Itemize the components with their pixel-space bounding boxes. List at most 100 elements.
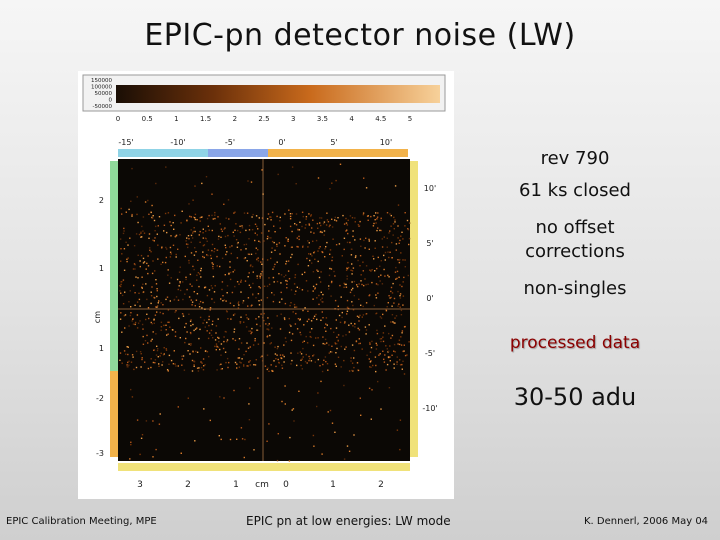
noise-pixel	[172, 244, 175, 246]
noise-pixel	[212, 218, 214, 220]
noise-pixel	[160, 352, 162, 355]
noise-pixel	[373, 222, 375, 225]
noise-pixel	[266, 259, 269, 261]
noise-pixel	[186, 219, 188, 221]
noise-pixel	[155, 333, 157, 335]
noise-pixel	[315, 283, 318, 286]
noise-pixel	[245, 350, 247, 353]
noise-pixel	[259, 287, 261, 289]
noise-pixel	[296, 328, 299, 330]
noise-pixel	[351, 248, 353, 250]
noise-pixel	[134, 323, 136, 326]
noise-pixel	[316, 297, 318, 299]
noise-pixel	[257, 329, 259, 331]
noise-pixel	[391, 314, 394, 316]
noise-pixel	[202, 322, 204, 324]
noise-pixel	[229, 278, 232, 281]
noise-pixel	[125, 211, 127, 213]
noise-pixel	[258, 217, 260, 219]
noise-pixel	[120, 292, 122, 294]
noise-pixel	[142, 283, 144, 285]
noise-pixel	[123, 227, 125, 230]
noise-pixel	[141, 276, 143, 278]
noise-pixel	[260, 274, 263, 277]
noise-pixel	[329, 188, 331, 190]
noise-pixel	[259, 277, 261, 279]
right-axis-tick-label: -10'	[422, 404, 437, 413]
noise-pixel	[172, 222, 174, 224]
noise-pixel	[189, 353, 191, 355]
noise-pixel	[329, 224, 331, 226]
noise-pixels	[118, 159, 411, 462]
noise-pixel	[219, 364, 221, 366]
ccd-bar-left-2	[110, 371, 118, 457]
noise-pixel	[395, 243, 398, 245]
noise-pixel	[175, 253, 177, 256]
noise-pixel	[294, 306, 296, 308]
noise-pixel	[233, 305, 235, 307]
noise-pixel	[257, 260, 260, 262]
noise-pixel	[285, 341, 287, 343]
noise-pixel	[140, 353, 142, 355]
noise-pixel	[204, 326, 206, 328]
noise-pixel	[324, 256, 326, 258]
noise-pixel	[156, 345, 158, 347]
noise-pixel	[150, 251, 152, 253]
noise-pixel	[385, 369, 387, 371]
noise-pixel	[284, 318, 286, 321]
noise-pixel	[174, 331, 177, 333]
noise-pixel	[279, 227, 281, 229]
noise-pixel	[251, 327, 253, 330]
noise-pixel	[362, 314, 365, 316]
noise-pixel	[236, 257, 239, 259]
noise-pixel	[340, 366, 342, 368]
noise-pixel	[294, 274, 297, 276]
noise-pixel	[141, 225, 143, 228]
noise-pixel	[326, 212, 328, 214]
noise-pixel	[196, 279, 198, 281]
noise-pixel	[396, 270, 399, 273]
noise-pixel	[346, 241, 349, 244]
noise-pixel	[297, 229, 299, 231]
noise-pixel	[392, 234, 394, 236]
noise-pixel	[346, 229, 348, 231]
noise-pixel	[133, 263, 136, 265]
noise-pixel	[408, 243, 410, 246]
top-axis-tick-label: 0'	[278, 138, 285, 147]
noise-pixel	[358, 283, 360, 285]
noise-pixel	[288, 331, 291, 334]
noise-pixel	[215, 343, 218, 345]
noise-pixel	[346, 299, 349, 302]
noise-pixel	[157, 258, 159, 260]
noise-pixel	[175, 235, 177, 237]
noise-pixel	[230, 252, 232, 255]
noise-pixel	[383, 236, 385, 238]
noise-pixel	[151, 323, 153, 325]
noise-pixel	[347, 261, 349, 264]
noise-pixel	[398, 343, 401, 346]
noise-pixel	[212, 265, 214, 268]
noise-pixel	[225, 300, 227, 302]
noise-pixel	[192, 323, 194, 326]
noise-pixel	[326, 342, 328, 344]
noise-pixel	[142, 230, 144, 232]
noise-pixel	[296, 245, 298, 248]
noise-pixel	[263, 319, 265, 322]
noise-pixel	[205, 176, 208, 178]
noise-pixel	[253, 449, 255, 451]
noise-pixel	[379, 353, 381, 355]
noise-pixel	[223, 397, 225, 399]
noise-pixel	[197, 272, 200, 274]
noise-pixel	[188, 259, 190, 262]
noise-pixel	[328, 285, 330, 287]
noise-pixel	[276, 215, 278, 218]
note-processed: processed data	[509, 333, 641, 353]
noise-pixel	[194, 230, 196, 233]
noise-pixel	[353, 434, 355, 436]
noise-pixel	[158, 363, 160, 365]
noise-pixel	[192, 199, 194, 201]
noise-pixel	[273, 281, 275, 283]
noise-pixel	[404, 212, 406, 214]
noise-pixel	[241, 225, 243, 227]
